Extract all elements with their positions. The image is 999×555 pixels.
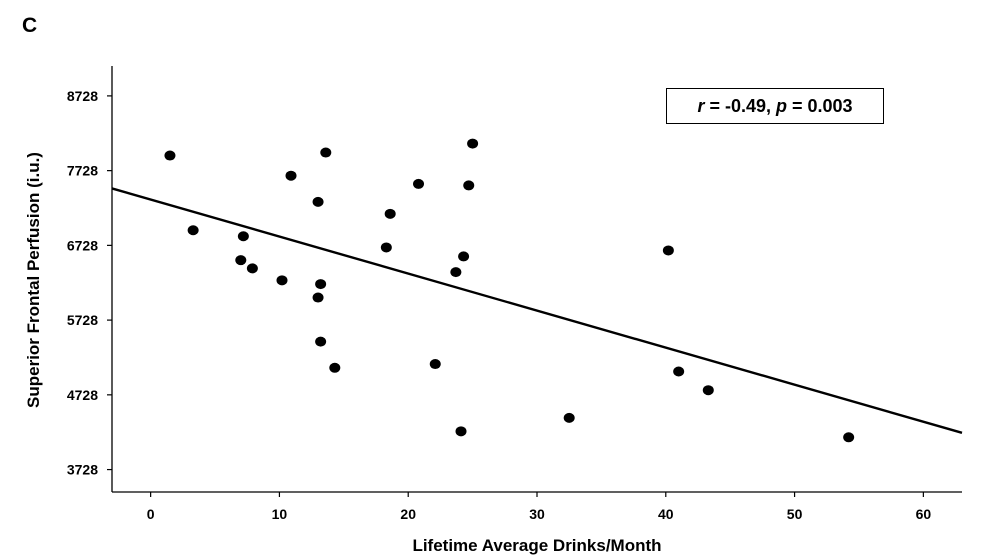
data-point [463,180,475,191]
data-point [312,292,324,303]
data-point [455,426,467,437]
data-point [380,242,392,253]
data-point [246,263,258,274]
correlation-annotation: r = -0.49, p = 0.003 [666,88,884,124]
y-tick-label: 7728 [67,163,98,179]
x-tick-label: 0 [147,506,155,522]
y-tick-label: 3728 [67,462,98,478]
data-point [450,267,462,278]
x-tick-label: 40 [658,506,674,522]
panel-label: C [22,14,38,37]
x-tick-label: 10 [272,506,288,522]
data-point [384,208,396,219]
x-tick-label: 30 [529,506,545,522]
r-value: = -0.49, [704,95,776,116]
data-point [315,336,327,347]
x-axis-ticks: 0 10 20 30 40 50 60 [147,492,932,522]
data-points [164,138,855,443]
data-point [285,170,297,181]
y-axis-ticks: 3728 4728 5728 6728 7728 8728 [67,88,112,478]
p-symbol: p [776,95,787,116]
data-point [329,362,341,373]
p-value: = 0.003 [787,95,853,116]
y-axis-label: Superior Frontal Perfusion (i.u.) [24,152,43,408]
data-point [320,147,332,158]
data-point [187,225,199,236]
data-point [164,150,176,161]
data-point [702,385,714,396]
data-point [413,178,425,189]
data-point [276,275,288,286]
data-point [563,412,575,423]
x-tick-label: 20 [400,506,416,522]
y-tick-label: 6728 [67,237,98,253]
data-point [235,255,247,266]
x-tick-label: 50 [787,506,803,522]
y-tick-label: 8728 [67,88,98,104]
data-point [237,231,249,242]
data-point [429,359,441,370]
regression-line [111,187,963,434]
data-point [673,366,685,377]
axes [111,66,962,493]
data-point [312,196,324,207]
data-point [467,138,479,149]
data-point [662,245,674,256]
r-symbol: r [697,95,705,116]
x-tick-label: 60 [916,506,932,522]
regression-line-group [111,187,963,434]
y-tick-label: 5728 [67,312,98,328]
data-point [843,432,855,443]
x-axis-label: Lifetime Average Drinks/Month [412,536,661,555]
data-point [458,251,470,262]
y-tick-label: 4728 [67,387,98,403]
data-point [315,279,327,290]
